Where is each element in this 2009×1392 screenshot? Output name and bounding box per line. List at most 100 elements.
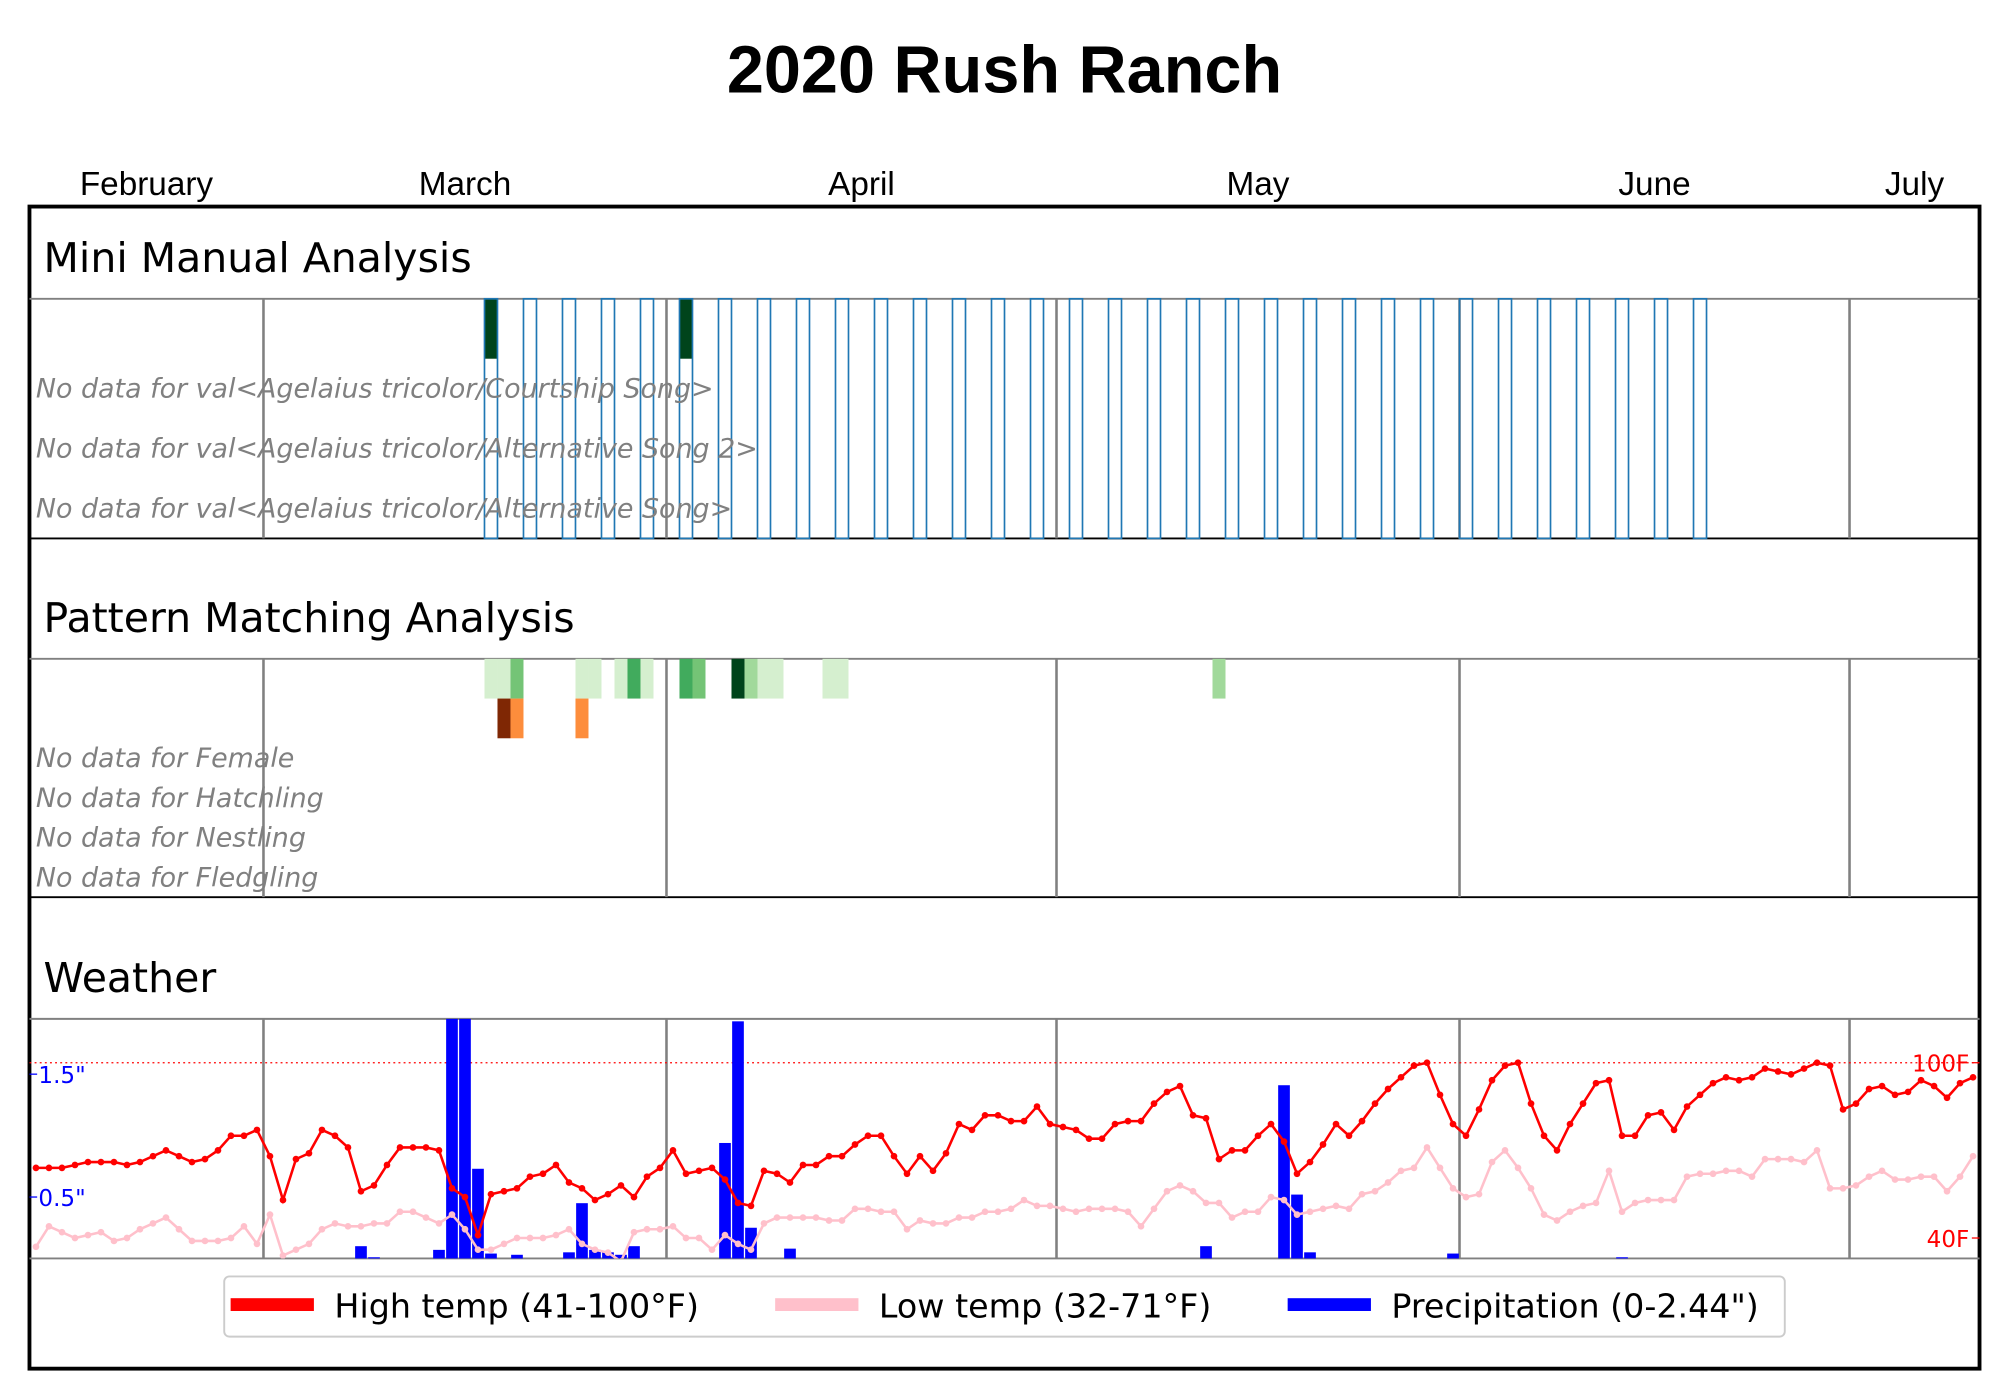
temp-point <box>214 1147 222 1154</box>
temp-point <box>1059 1123 1067 1131</box>
temp-point <box>1826 1062 1834 1069</box>
temp-point <box>1761 1065 1769 1072</box>
temp-point <box>110 1158 118 1166</box>
temp-point <box>1046 1120 1054 1128</box>
temp-point <box>1280 1196 1288 1204</box>
temp-point <box>1930 1173 1938 1180</box>
recording-day <box>1068 297 1084 540</box>
precip-bar <box>368 1257 380 1259</box>
precip-bar <box>485 1253 497 1259</box>
heat-cell <box>744 658 758 699</box>
temp-point <box>1384 1085 1392 1093</box>
heat-cell <box>640 658 654 699</box>
temp-point <box>435 1220 443 1227</box>
temp-point <box>1215 1199 1223 1207</box>
temp-point <box>1956 1173 1964 1180</box>
temp-point <box>84 1231 92 1239</box>
heat-cell <box>614 658 628 699</box>
temp-point <box>1904 1176 1912 1183</box>
temp-point <box>526 1234 534 1242</box>
temp-point <box>1878 1167 1886 1175</box>
legend-label: Precipitation (0-2.44") <box>1391 1286 1758 1325</box>
recording-day <box>1497 297 1513 540</box>
temp-point <box>240 1132 248 1140</box>
temp-point <box>773 1170 781 1178</box>
recording-day <box>1224 297 1240 540</box>
temp-point <box>461 1225 469 1233</box>
temp-point <box>1462 1132 1470 1140</box>
temp-point <box>253 1240 261 1248</box>
temp-point <box>942 1149 950 1157</box>
temp-point <box>1449 1185 1457 1192</box>
temp-point <box>1111 1205 1119 1213</box>
temp-point <box>526 1173 534 1180</box>
precip-bar <box>1278 1085 1290 1259</box>
temp-point <box>669 1222 677 1230</box>
temp-point <box>58 1164 66 1172</box>
temp-point <box>1241 1208 1249 1216</box>
temp-point <box>734 1199 742 1207</box>
temp-point <box>1631 1199 1639 1207</box>
temp-point <box>1891 1176 1899 1183</box>
temp-point <box>838 1217 846 1224</box>
temp-point <box>123 1234 131 1242</box>
recording-day <box>717 297 733 540</box>
temp-point <box>1969 1073 1977 1081</box>
temp-point <box>1553 1217 1561 1224</box>
y2-tick-label: 0.5" <box>38 1186 85 1212</box>
temp-point <box>799 1161 807 1169</box>
temp-point <box>136 1158 144 1166</box>
temp-point <box>1748 1173 1756 1180</box>
temp-point <box>1306 1208 1314 1216</box>
precip-bar <box>589 1249 601 1259</box>
legend-box <box>223 1275 1786 1338</box>
temp-point <box>1501 1147 1509 1154</box>
temp-point <box>1033 1103 1041 1110</box>
temp-point <box>1839 1185 1847 1192</box>
temp-point <box>708 1164 716 1172</box>
recording-day <box>1692 297 1708 540</box>
recording-day <box>912 297 928 540</box>
temp-point <box>1124 1208 1132 1216</box>
month-label: March <box>419 166 512 203</box>
temp-point <box>1839 1106 1847 1113</box>
temp-point <box>1293 1211 1301 1218</box>
temp-point <box>1137 1117 1145 1125</box>
precip-bar <box>433 1249 445 1259</box>
recording-day <box>639 297 655 540</box>
y-tick-label: 40F <box>1927 1227 1970 1253</box>
temp-point <box>1540 1132 1548 1140</box>
temp-point <box>1072 1126 1080 1134</box>
recording-day <box>522 297 538 540</box>
month-label: July <box>1885 166 1945 203</box>
heat-cell <box>679 298 693 359</box>
temp-point <box>188 1158 196 1166</box>
frame <box>27 204 1982 1371</box>
precip-bar <box>472 1168 484 1259</box>
temp-point <box>1449 1120 1457 1128</box>
temp-point <box>877 1208 885 1216</box>
temp-point <box>1007 1205 1015 1213</box>
no-data-label: No data for Fledgling <box>36 862 318 893</box>
temp-point <box>851 1141 859 1148</box>
temp-point <box>1228 1147 1236 1154</box>
recording-day <box>1146 297 1162 540</box>
temp-point <box>45 1222 53 1230</box>
temp-point <box>773 1214 781 1221</box>
temp-point <box>1826 1185 1834 1192</box>
recording-day <box>1536 297 1552 540</box>
temp-point <box>149 1152 157 1160</box>
temp-point <box>1800 1065 1808 1072</box>
temp-point <box>188 1237 196 1245</box>
temp-point <box>344 1222 352 1230</box>
temp-point <box>71 1234 79 1242</box>
temp-point <box>994 1111 1002 1119</box>
temp-point <box>591 1246 599 1254</box>
temp-point <box>1683 1173 1691 1180</box>
temp-point <box>1007 1117 1015 1125</box>
temp-point <box>1735 1167 1743 1175</box>
temp-point <box>1436 1164 1444 1172</box>
temp-point <box>1397 1167 1405 1175</box>
